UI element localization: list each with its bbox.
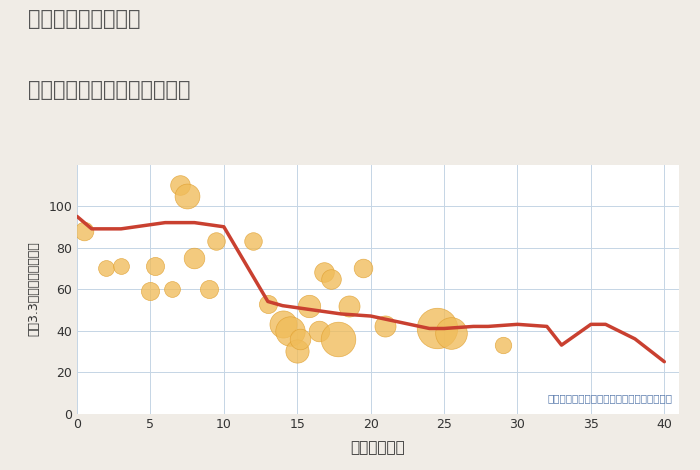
Point [497,341,508,349]
Point [314,327,325,334]
Text: 築年数別中古マンション価格: 築年数別中古マンション価格 [28,80,190,100]
Point [174,181,186,189]
Point [78,227,90,235]
Point [248,237,259,245]
Point [181,192,193,199]
Point [262,300,274,307]
Point [189,254,200,262]
Point [149,262,160,270]
Point [101,265,112,272]
Point [431,325,442,332]
Point [326,275,337,282]
Point [284,327,295,334]
Point [295,335,306,343]
Point [292,348,303,355]
Y-axis label: 坪（3.3㎡）単価（万円）: 坪（3.3㎡）単価（万円） [27,242,40,337]
Point [116,262,127,270]
Point [343,302,354,309]
Point [145,287,156,295]
Point [204,285,215,293]
Text: 円の大きさは、取引のあった物件面積を示す: 円の大きさは、取引のあった物件面積を示す [548,394,673,404]
Text: 千葉県市原市柿木台: 千葉県市原市柿木台 [28,9,141,30]
Point [318,269,329,276]
X-axis label: 築年数（年）: 築年数（年） [351,440,405,455]
Point [303,302,314,309]
Point [277,321,288,328]
Point [211,237,222,245]
Point [358,265,369,272]
Point [446,329,457,337]
Point [379,323,391,330]
Point [332,335,344,343]
Point [167,285,178,293]
